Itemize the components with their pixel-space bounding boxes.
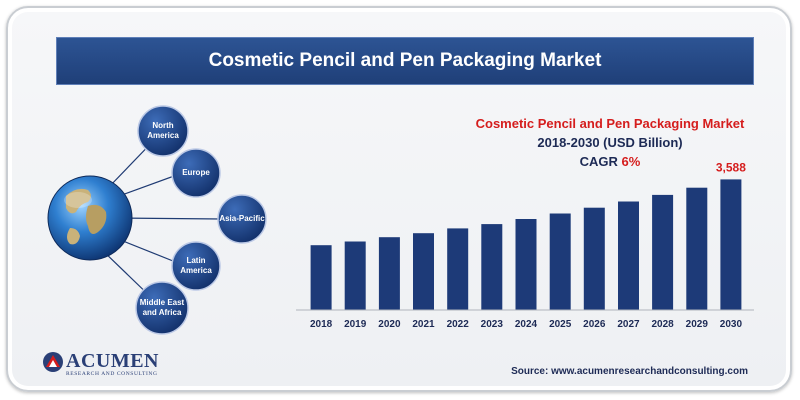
logo-name: ACUMEN xyxy=(66,350,159,372)
x-tick-label-2019: 2019 xyxy=(344,319,367,330)
region-label-middle-east-africa: Middle East and Africa xyxy=(139,298,185,317)
bar-2027 xyxy=(618,201,639,310)
logo-tagline: RESEARCH AND CONSULTING xyxy=(66,371,158,377)
bar-2029 xyxy=(686,187,708,310)
region-bubble-middle-east-africa xyxy=(135,281,189,335)
x-tick-label-2023: 2023 xyxy=(481,319,504,330)
bar-2028 xyxy=(652,194,674,310)
x-tick-label-2024: 2024 xyxy=(515,319,538,330)
x-tick-label-2022: 2022 xyxy=(447,319,470,330)
chart-subtitle: 2018-2030 (USD Billion) xyxy=(537,135,683,150)
x-tick-label-2030: 2030 xyxy=(720,319,743,330)
title-banner: Cosmetic Pencil and Pen Packaging Market xyxy=(56,37,754,85)
bar-2024 xyxy=(515,219,537,310)
bar-2022 xyxy=(447,228,469,310)
cagr-label: CAGR xyxy=(579,154,618,169)
logo-emblem-icon xyxy=(43,352,63,372)
page-title: Cosmetic Pencil and Pen Packaging Market xyxy=(208,50,602,71)
region-bubble-europe xyxy=(171,148,221,198)
bar-2030 xyxy=(720,179,742,310)
x-tick-label-2027: 2027 xyxy=(617,319,640,330)
x-tick-label-2026: 2026 xyxy=(583,319,606,330)
bar-2018 xyxy=(310,245,332,310)
chart-title: Cosmetic Pencil and Pen Packaging Market xyxy=(475,116,745,131)
data-label-2030: 3,588 xyxy=(716,160,746,174)
globe-icon xyxy=(47,175,133,261)
bar-2020 xyxy=(378,237,400,310)
region-label-asia-pacific: Asia-Pacific xyxy=(219,214,265,223)
bar-2026 xyxy=(583,207,605,310)
bar-2021 xyxy=(413,233,434,310)
region-label-north-america: North America xyxy=(147,121,179,140)
x-tick-label-2029: 2029 xyxy=(686,319,709,330)
bar-2023 xyxy=(481,224,503,310)
bar-2025 xyxy=(549,213,571,310)
region-bubble-asia-pacific xyxy=(217,194,267,244)
x-tick-label-2018: 2018 xyxy=(310,319,333,330)
x-tick-label-2025: 2025 xyxy=(549,319,572,330)
region-bubble-latin-america xyxy=(171,241,221,291)
x-tick-label-2021: 2021 xyxy=(412,319,435,330)
region-bubbles xyxy=(135,105,267,335)
chart-cagr: CAGR 6% xyxy=(430,154,790,169)
region-label-latin-america: Latin America xyxy=(180,256,212,275)
source-text: Source: www.acumenresearchandconsulting.… xyxy=(511,366,748,377)
region-label-europe: Europe xyxy=(182,168,210,177)
region-bubble-north-america xyxy=(137,105,189,157)
cagr-value: 6% xyxy=(621,154,641,169)
acumen-logo: ACUMEN RESEARCH AND CONSULTING xyxy=(42,350,182,382)
x-tick-label-2020: 2020 xyxy=(378,319,401,330)
x-tick-label-2028: 2028 xyxy=(651,319,674,330)
bar-2019 xyxy=(344,241,366,310)
